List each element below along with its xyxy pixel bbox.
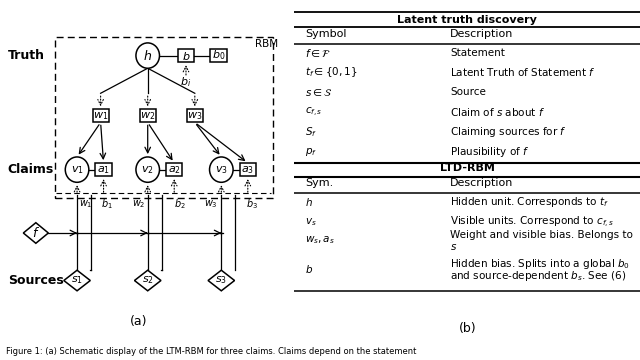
Text: and source-dependent $b_s$. See (6): and source-dependent $b_s$. See (6) — [450, 269, 627, 283]
Text: RBM: RBM — [255, 40, 278, 49]
Text: $a_2$: $a_2$ — [168, 164, 180, 176]
Circle shape — [136, 43, 159, 68]
Text: $w_1$: $w_1$ — [93, 110, 108, 122]
FancyBboxPatch shape — [140, 109, 156, 122]
Text: $b_1$: $b_1$ — [100, 198, 113, 211]
Circle shape — [136, 157, 159, 182]
Text: Plausibility of $f$: Plausibility of $f$ — [450, 145, 529, 159]
Circle shape — [209, 157, 233, 182]
Polygon shape — [208, 270, 235, 291]
Text: (a): (a) — [130, 315, 148, 328]
Text: $t_f \in \{0, 1\}$: $t_f \in \{0, 1\}$ — [305, 66, 357, 79]
Text: Claims: Claims — [8, 163, 54, 176]
Text: $w_1$: $w_1$ — [79, 199, 93, 210]
FancyBboxPatch shape — [178, 49, 194, 62]
Text: $b$: $b$ — [305, 263, 313, 275]
Text: $w_s, a_s$: $w_s, a_s$ — [305, 234, 335, 246]
Text: (b): (b) — [458, 322, 476, 335]
Text: $h$: $h$ — [305, 196, 313, 208]
Text: $c_{f,s}$: $c_{f,s}$ — [305, 105, 323, 119]
Text: $v_s$: $v_s$ — [305, 216, 317, 228]
Text: $v_2$: $v_2$ — [141, 164, 154, 176]
Text: $b_3$: $b_3$ — [246, 198, 258, 211]
Text: $h$: $h$ — [143, 49, 152, 63]
Text: Description: Description — [450, 29, 513, 39]
Text: $w_3$: $w_3$ — [187, 110, 202, 122]
Text: $b$: $b$ — [182, 50, 190, 62]
Text: Sym.: Sym. — [305, 179, 333, 188]
FancyBboxPatch shape — [240, 163, 256, 176]
Text: Latent Truth of Statement $f$: Latent Truth of Statement $f$ — [450, 67, 596, 78]
Text: Hidden bias. Splits into a global $b_0$: Hidden bias. Splits into a global $b_0$ — [450, 257, 630, 271]
Text: $f \in \mathcal{F}$: $f \in \mathcal{F}$ — [305, 46, 331, 59]
Polygon shape — [64, 270, 90, 291]
Text: $w_3$: $w_3$ — [204, 199, 218, 210]
Text: $v_3$: $v_3$ — [215, 164, 228, 176]
Text: Source: Source — [450, 87, 486, 97]
Text: Sources: Sources — [8, 274, 63, 287]
Text: $a_1$: $a_1$ — [97, 164, 110, 176]
FancyBboxPatch shape — [95, 163, 111, 176]
Text: Weight and visible bias. Belongs to: Weight and visible bias. Belongs to — [450, 230, 633, 240]
Text: $b_2$: $b_2$ — [174, 198, 186, 211]
Text: $b_0$: $b_0$ — [212, 49, 225, 63]
Text: $s_3$: $s_3$ — [215, 275, 227, 287]
Text: Figure 1: (a) Schematic display of the LTM-RBM for three claims. Claims depend o: Figure 1: (a) Schematic display of the L… — [6, 347, 417, 356]
Polygon shape — [23, 223, 49, 243]
Text: $S_f$: $S_f$ — [305, 125, 317, 139]
Circle shape — [65, 157, 89, 182]
Text: $s$: $s$ — [450, 242, 457, 252]
Text: $w_2$: $w_2$ — [132, 199, 146, 210]
Text: Latent truth discovery: Latent truth discovery — [397, 15, 537, 25]
Text: $f$: $f$ — [32, 226, 40, 240]
FancyBboxPatch shape — [166, 163, 182, 176]
Text: $p_f$: $p_f$ — [305, 146, 317, 158]
Text: Hidden unit. Corresponds to $t_f$: Hidden unit. Corresponds to $t_f$ — [450, 195, 609, 209]
FancyBboxPatch shape — [209, 49, 227, 62]
Text: $b_i$: $b_i$ — [180, 76, 191, 89]
Text: Claim of $s$ about $f$: Claim of $s$ about $f$ — [450, 106, 545, 118]
Text: $v_1$: $v_1$ — [70, 164, 83, 176]
FancyBboxPatch shape — [93, 109, 109, 122]
Polygon shape — [134, 270, 161, 291]
Text: $s_2$: $s_2$ — [141, 275, 154, 287]
Text: $w_2$: $w_2$ — [140, 110, 156, 122]
FancyBboxPatch shape — [187, 109, 203, 122]
Text: $s_1$: $s_1$ — [71, 275, 83, 287]
Text: Claiming sources for $f$: Claiming sources for $f$ — [450, 125, 566, 139]
Text: Description: Description — [450, 179, 513, 188]
Text: Visible units. Correspond to $c_{f,s}$: Visible units. Correspond to $c_{f,s}$ — [450, 215, 614, 230]
Text: Statement: Statement — [450, 48, 505, 58]
Text: Truth: Truth — [8, 49, 45, 62]
Text: LTD-RBM: LTD-RBM — [440, 162, 495, 172]
Text: $s \in \mathcal{S}$: $s \in \mathcal{S}$ — [305, 87, 332, 98]
Text: Symbol: Symbol — [305, 29, 346, 39]
Text: $a_3$: $a_3$ — [241, 164, 254, 176]
